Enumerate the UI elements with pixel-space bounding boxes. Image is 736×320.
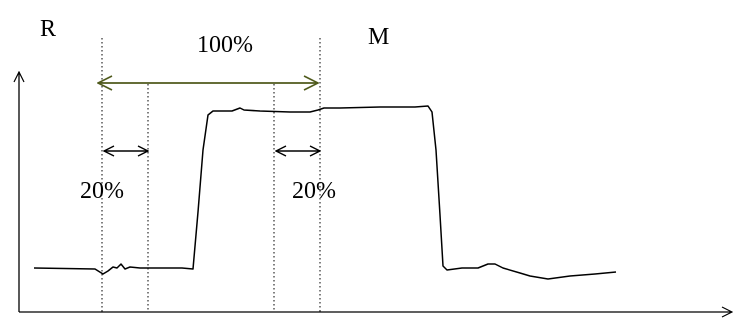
marker-label: M xyxy=(368,24,389,50)
guide-lines xyxy=(101,38,321,312)
full-span-label: 100% xyxy=(197,32,253,58)
left-span-label: 20% xyxy=(80,178,124,204)
signal-curve xyxy=(33,105,617,280)
axes xyxy=(19,72,732,312)
y-axis-label: R xyxy=(40,16,56,42)
right-span-label: 20% xyxy=(292,178,336,204)
span-arrows xyxy=(98,83,320,151)
